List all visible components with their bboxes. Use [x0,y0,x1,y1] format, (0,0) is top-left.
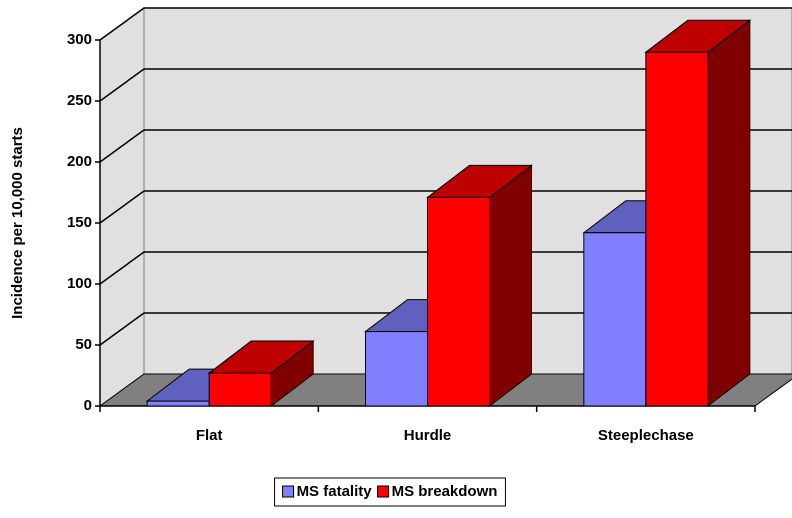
grid-line [99,190,792,224]
grid-line [99,129,792,163]
y-tick-label: 0 [84,397,92,414]
bar [583,232,647,407]
y-tick-label: 300 [67,31,92,48]
y-tick-label: 50 [75,336,92,353]
bar [645,51,709,407]
grid-line [99,312,792,346]
legend-label: MS fatality [297,483,373,500]
bar-side [489,164,532,408]
legend: MS fatality MS breakdown [274,477,506,507]
y-tick-label: 150 [67,214,92,231]
grid-line [99,7,792,41]
legend-box [274,477,506,507]
y-axis-title: Incidence per 10,000 starts [9,127,26,319]
bar [208,372,272,407]
legend-label: MS breakdown [392,483,498,500]
legend-swatch [282,485,295,498]
bar [427,196,490,407]
x-tick-label: Steeplechase [598,427,694,444]
y-tick-label: 250 [67,92,92,109]
grid-line [99,251,792,285]
y-tick-label: 200 [67,153,92,170]
bar-side [707,19,751,408]
bar [146,400,210,407]
bar [365,331,428,407]
grid-line [99,68,792,102]
x-tick-label: Flat [196,427,223,444]
x-tick-label: Hurdle [404,427,452,444]
y-tick-label: 100 [67,275,92,292]
legend-swatch [377,485,390,498]
